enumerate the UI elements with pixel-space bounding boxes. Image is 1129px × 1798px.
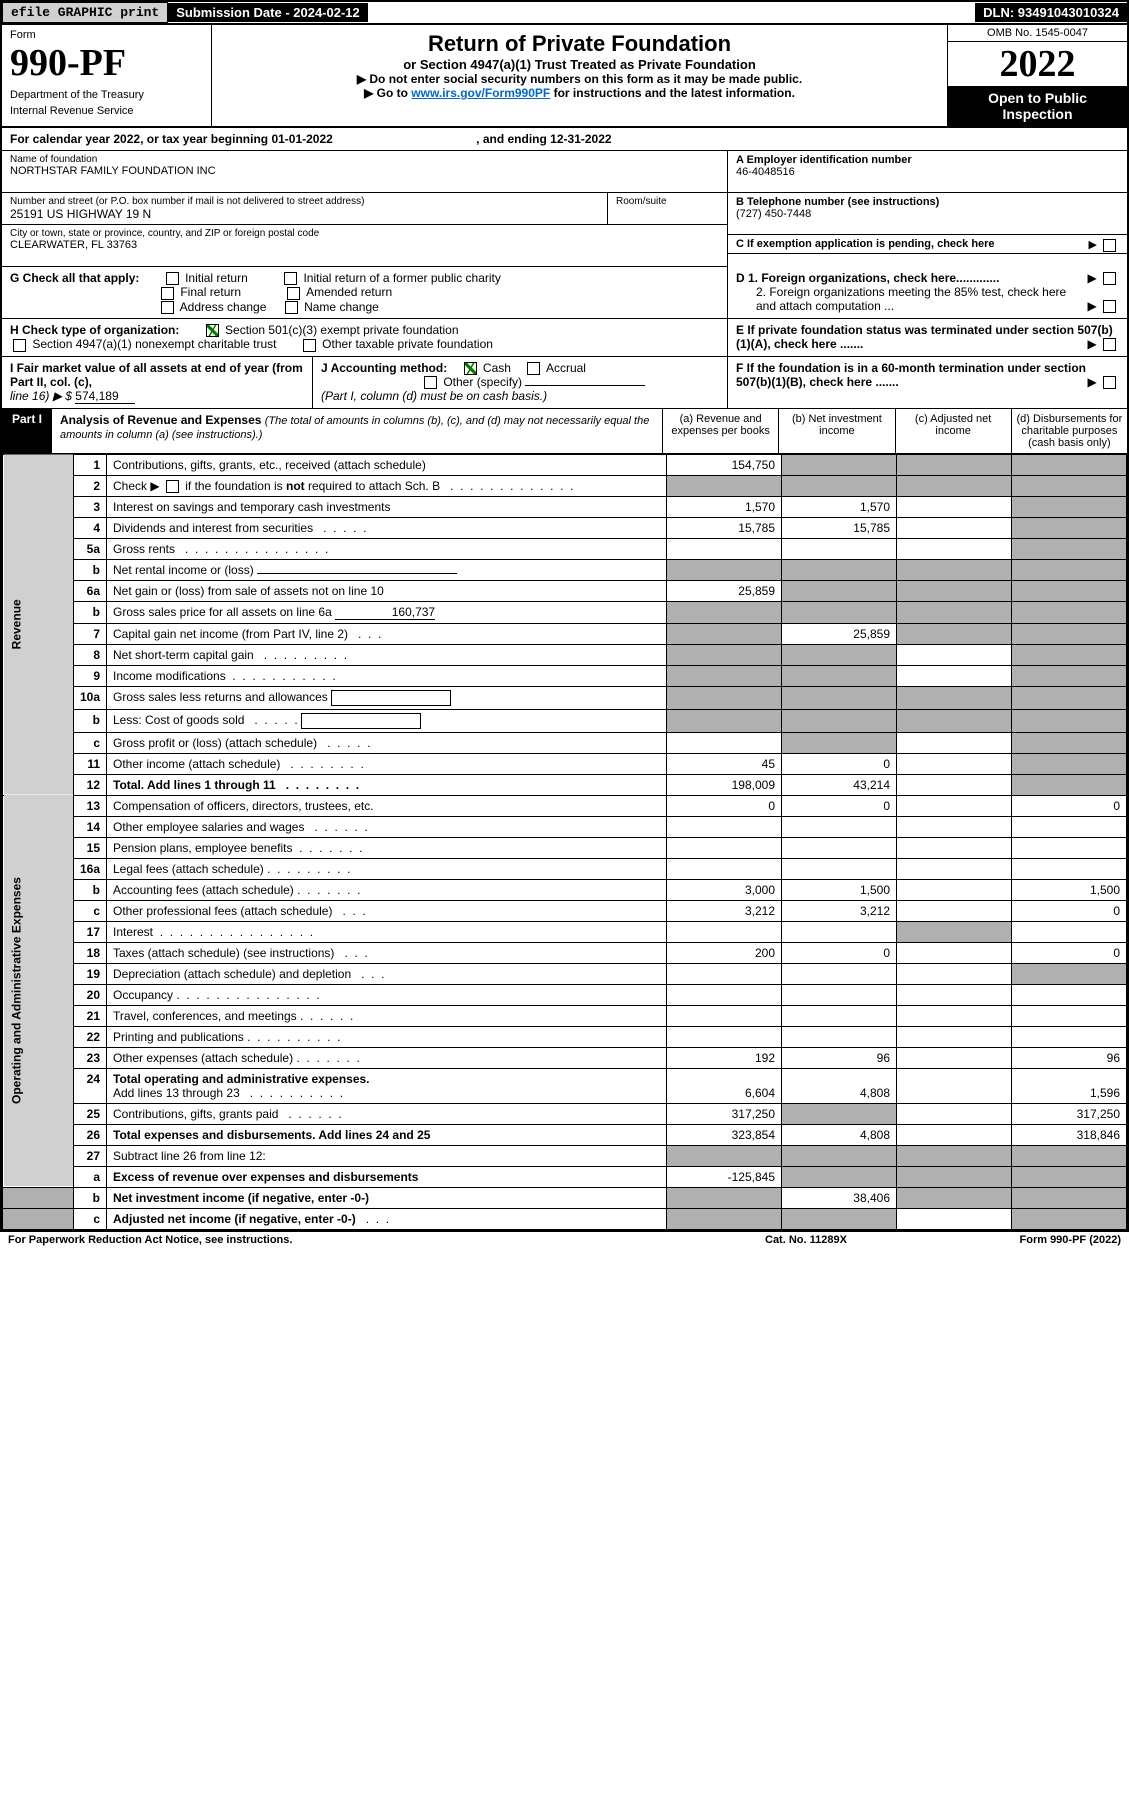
col-a-header: (a) Revenue and expenses per books [662, 409, 778, 453]
irs-link[interactable]: www.irs.gov/Form990PF [411, 86, 550, 100]
j2-checkbox[interactable] [527, 362, 540, 375]
year-box: OMB No. 1545-0047 2022 Open to Public In… [947, 25, 1127, 126]
j3-checkbox[interactable] [424, 376, 437, 389]
info-grid: Name of foundation NORTHSTAR FAMILY FOUN… [2, 151, 1127, 267]
calendar-year-row: For calendar year 2022, or tax year begi… [2, 128, 1127, 151]
tax-year: 2022 [948, 42, 1127, 86]
address-cell: Number and street (or P.O. box number if… [2, 193, 607, 224]
part1-header-row: Part I Analysis of Revenue and Expenses … [2, 409, 1127, 454]
submission-date: Submission Date - 2024-02-12 [168, 3, 368, 22]
instr-2: ▶ Go to www.irs.gov/Form990PF for instru… [218, 86, 941, 100]
efile-button[interactable]: efile GRAPHIC print [2, 2, 168, 23]
dln-label: DLN: 93491043010324 [975, 3, 1127, 22]
top-bar: efile GRAPHIC print Submission Date - 20… [2, 2, 1127, 25]
revenue-label: Revenue [3, 454, 74, 795]
col-b-header: (b) Net investment income [778, 409, 894, 453]
form-container: efile GRAPHIC print Submission Date - 20… [0, 0, 1129, 1232]
phone-cell: B Telephone number (see instructions) (7… [728, 193, 1127, 235]
instr-1: ▶ Do not enter social security numbers o… [218, 72, 941, 86]
col-d-header: (d) Disbursements for charitable purpose… [1011, 409, 1127, 453]
info-right: A Employer identification number 46-4048… [727, 151, 1127, 267]
title-box: Return of Private Foundation or Section … [212, 25, 947, 126]
footer-left: For Paperwork Reduction Act Notice, see … [8, 1234, 292, 1246]
l2-checkbox[interactable] [166, 480, 179, 493]
expenses-label: Operating and Administrative Expenses [3, 795, 74, 1187]
exemption-cell: C If exemption application is pending, c… [728, 235, 1127, 254]
footer-right: Form 990-PF (2022) [1020, 1234, 1122, 1246]
omb-number: OMB No. 1545-0047 [948, 25, 1127, 42]
f-checkbox[interactable] [1103, 376, 1116, 389]
g5-checkbox[interactable] [287, 287, 300, 300]
city-cell: City or town, state or province, country… [2, 225, 727, 267]
dept-irs: Internal Revenue Service [10, 105, 203, 117]
g2-checkbox[interactable] [161, 287, 174, 300]
main-title: Return of Private Foundation [218, 31, 941, 57]
g4-checkbox[interactable] [284, 272, 297, 285]
foundation-name-cell: Name of foundation NORTHSTAR FAMILY FOUN… [2, 151, 727, 193]
h1-checkbox[interactable] [206, 324, 219, 337]
form-label: Form [10, 29, 203, 41]
c-checkbox[interactable] [1103, 239, 1116, 252]
footer-center: Cat. No. 11289X [292, 1234, 1019, 1246]
header-row: Form 990-PF Department of the Treasury I… [2, 25, 1127, 128]
part1-label: Part I [2, 409, 52, 453]
dept-treasury: Department of the Treasury [10, 89, 203, 101]
h2-checkbox[interactable] [13, 339, 26, 352]
sub-title: or Section 4947(a)(1) Trust Treated as P… [218, 57, 941, 72]
g1-checkbox[interactable] [166, 272, 179, 285]
form-box: Form 990-PF Department of the Treasury I… [2, 25, 212, 126]
ein-cell: A Employer identification number 46-4048… [728, 151, 1127, 193]
g6-checkbox[interactable] [285, 301, 298, 314]
g3-checkbox[interactable] [161, 301, 174, 314]
section-h-row: H Check type of organization: Section 50… [2, 319, 1127, 357]
j1-checkbox[interactable] [464, 362, 477, 375]
room-cell: Room/suite [607, 193, 727, 224]
form-number: 990-PF [10, 41, 203, 85]
h3-checkbox[interactable] [303, 339, 316, 352]
section-ij-row: I Fair market value of all assets at end… [2, 357, 1127, 409]
open-public: Open to Public Inspection [948, 86, 1127, 126]
col-c-header: (c) Adjusted net income [895, 409, 1011, 453]
d1-checkbox[interactable] [1103, 272, 1116, 285]
d2-checkbox[interactable] [1103, 300, 1116, 313]
info-left: Name of foundation NORTHSTAR FAMILY FOUN… [2, 151, 727, 267]
footer-row: For Paperwork Reduction Act Notice, see … [0, 1232, 1129, 1248]
section-g-row: G Check all that apply: Initial return I… [2, 267, 1127, 319]
part1-table: Revenue 1Contributions, gifts, grants, e… [2, 454, 1127, 1230]
e-checkbox[interactable] [1103, 338, 1116, 351]
